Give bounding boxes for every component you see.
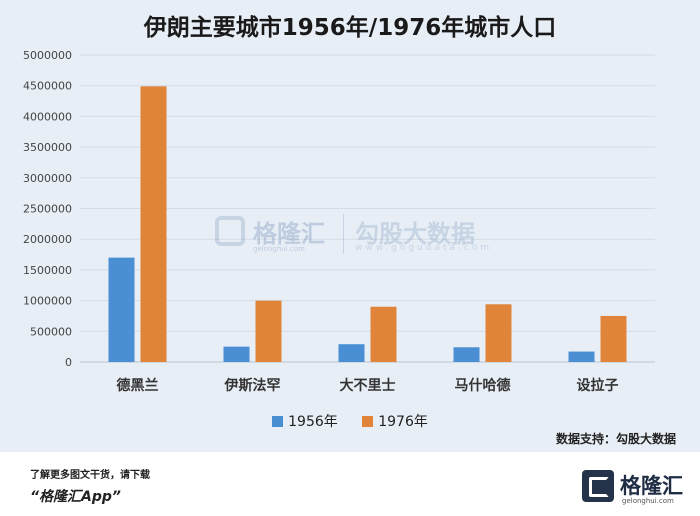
y-tick-label: 2500000 <box>23 203 72 216</box>
bar-0-1 <box>140 86 167 363</box>
x-tick-label: 大不里士 <box>340 377 396 394</box>
x-tick-label: 设拉子 <box>577 377 619 394</box>
bar-3-1 <box>485 304 512 362</box>
brand-logo-icon <box>582 470 614 502</box>
y-tick-label: 0 <box>65 356 72 369</box>
footer-download-prompt: 了解更多图文干货，请下载 <box>30 470 150 481</box>
source-note: 数据支持：勾股大数据 <box>555 432 676 446</box>
chart-title: 伊朗主要城市1956年/1976年城市人口 <box>143 15 557 41</box>
x-tick-label: 伊斯法罕 <box>224 377 281 394</box>
bar-0-0 <box>108 257 135 362</box>
bar-4-0 <box>568 351 595 362</box>
footer-app-name: “格隆汇App” <box>30 489 121 505</box>
y-tick-label: 1000000 <box>23 295 72 308</box>
y-tick-label: 4500000 <box>23 80 72 93</box>
y-tick-label: 4000000 <box>23 110 72 123</box>
bar-2-1 <box>370 306 397 362</box>
bar-1-0 <box>223 346 250 362</box>
legend-label-1956: 1956年 <box>288 414 338 430</box>
y-tick-label: 5000000 <box>23 49 72 62</box>
legend: 1956年 1976年 <box>0 411 700 431</box>
chart-panel <box>0 0 700 452</box>
legend-label-1976: 1976年 <box>378 414 428 430</box>
bar-4-1 <box>600 315 627 362</box>
y-tick-label: 1500000 <box>23 264 72 277</box>
legend-swatch-1956 <box>272 415 284 427</box>
bar-chart: 0 500000 1000000 1500000 2000000 2500000 30000… <box>23 49 655 394</box>
legend-item-1976: 1976年 <box>362 411 428 431</box>
y-tick-label: 3000000 <box>23 172 72 185</box>
legend-swatch-1976 <box>362 415 374 427</box>
bar-2-0 <box>338 344 365 362</box>
x-tick-label: 德黑兰 <box>117 377 159 394</box>
bar-1-1 <box>255 300 282 362</box>
x-tick-label: 马什哈德 <box>455 377 511 394</box>
y-tick-label: 3500000 <box>23 141 72 154</box>
bar-3-0 <box>453 347 480 362</box>
legend-item-1956: 1956年 <box>272 411 338 431</box>
brand-name: 格隆汇 <box>620 474 683 498</box>
y-tick-label: 500000 <box>30 325 72 338</box>
brand-sub: gelonghui.com <box>622 497 674 505</box>
y-tick-label: 2000000 <box>23 233 72 246</box>
